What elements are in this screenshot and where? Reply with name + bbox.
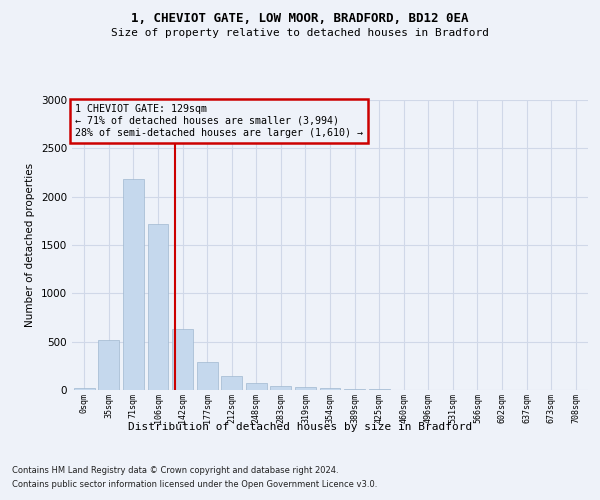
Bar bbox=[197, 362, 218, 390]
Bar bbox=[148, 224, 169, 390]
Text: Distribution of detached houses by size in Bradford: Distribution of detached houses by size … bbox=[128, 422, 472, 432]
Bar bbox=[98, 340, 119, 390]
Y-axis label: Number of detached properties: Number of detached properties bbox=[25, 163, 35, 327]
Bar bbox=[344, 388, 365, 390]
Bar bbox=[246, 383, 267, 390]
Text: Contains HM Land Registry data © Crown copyright and database right 2024.: Contains HM Land Registry data © Crown c… bbox=[12, 466, 338, 475]
Bar bbox=[295, 387, 316, 390]
Text: 1, CHEVIOT GATE, LOW MOOR, BRADFORD, BD12 0EA: 1, CHEVIOT GATE, LOW MOOR, BRADFORD, BD1… bbox=[131, 12, 469, 26]
Bar bbox=[271, 386, 292, 390]
Text: Size of property relative to detached houses in Bradford: Size of property relative to detached ho… bbox=[111, 28, 489, 38]
Bar bbox=[320, 388, 340, 390]
Bar bbox=[123, 180, 144, 390]
Text: 1 CHEVIOT GATE: 129sqm
← 71% of detached houses are smaller (3,994)
28% of semi-: 1 CHEVIOT GATE: 129sqm ← 71% of detached… bbox=[74, 104, 362, 138]
Bar bbox=[74, 388, 95, 390]
Bar bbox=[221, 376, 242, 390]
Bar bbox=[368, 389, 389, 390]
Text: Contains public sector information licensed under the Open Government Licence v3: Contains public sector information licen… bbox=[12, 480, 377, 489]
Bar bbox=[172, 329, 193, 390]
